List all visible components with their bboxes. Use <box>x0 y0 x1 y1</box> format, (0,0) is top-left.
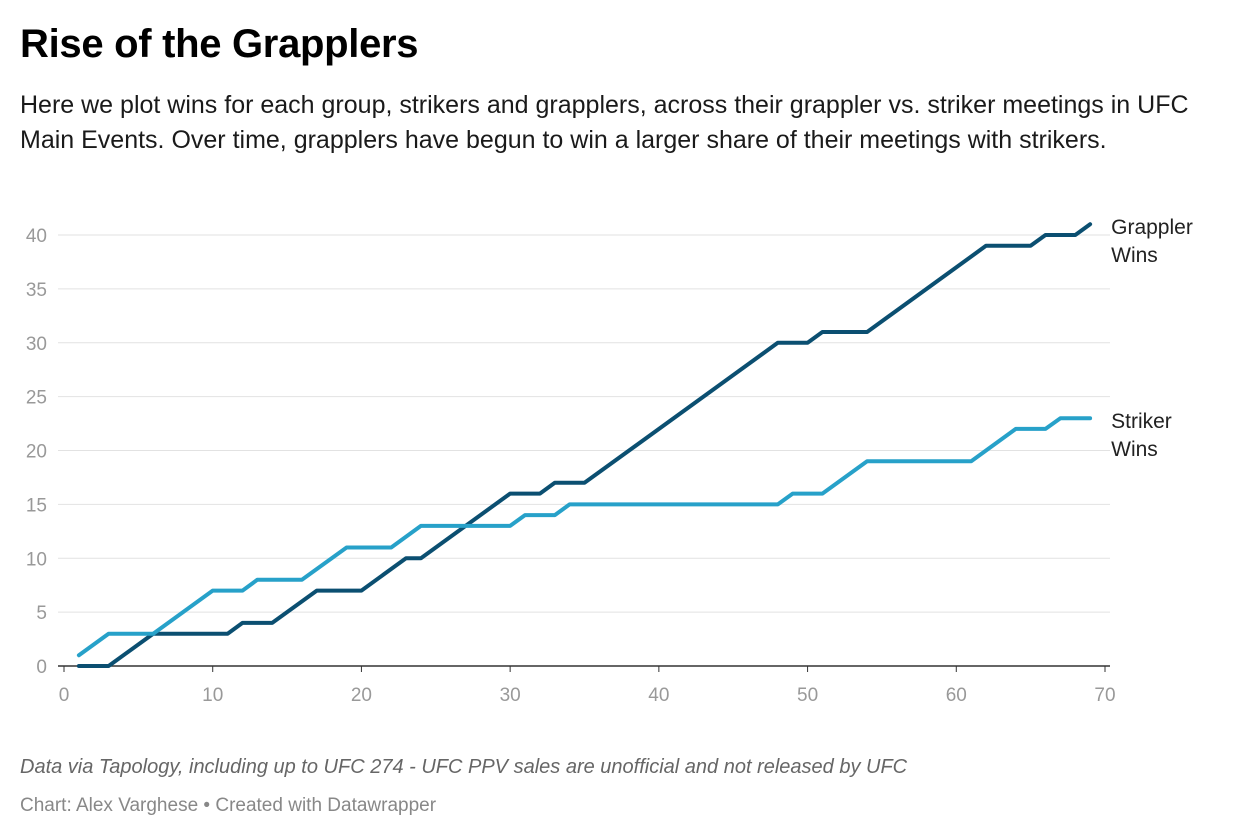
striker-wins-line <box>76 416 1093 658</box>
grappler-wins-line <box>76 222 1093 668</box>
gridlines <box>58 234 1110 613</box>
y-tick-label-40: 40 <box>26 226 47 247</box>
line-chart: 0 10 20 30 40 50 60 70 0 5 10 15 20 25 30 35 40 Grapple… <box>26 216 1193 706</box>
y-tick-label-10: 10 <box>26 549 47 570</box>
y-tick-label-30: 30 <box>26 334 47 355</box>
x-tick-label-40: 40 <box>648 685 669 706</box>
series-labels: Grappler Wins Striker Wins <box>1111 216 1193 461</box>
y-tick-label-0: 0 <box>36 657 47 678</box>
x-axis: 0 10 20 30 40 50 60 70 <box>58 665 1116 706</box>
y-tick-label-20: 20 <box>26 442 47 463</box>
x-tick-label-30: 30 <box>500 685 521 706</box>
y-tick-label-35: 35 <box>26 280 47 301</box>
striker-wins-label: Striker Wins <box>1111 410 1172 461</box>
x-tick-label-20: 20 <box>351 685 372 706</box>
y-tick-label-15: 15 <box>26 495 47 516</box>
x-tick-label-50: 50 <box>797 685 818 706</box>
x-tick-label-0: 0 <box>59 685 70 706</box>
chart-title: Rise of the Grapplers <box>20 22 419 66</box>
byline: Chart: Alex Varghese • Created with Data… <box>20 795 437 816</box>
y-tick-label-5: 5 <box>36 603 47 624</box>
series-lines <box>76 222 1093 668</box>
chart-subtitle: Here we plot wins for each group, strike… <box>20 91 1189 154</box>
x-tick-label-10: 10 <box>202 685 223 706</box>
x-tick-label-70: 70 <box>1094 685 1115 706</box>
y-tick-label-25: 25 <box>26 388 47 409</box>
y-axis: 0 5 10 15 20 25 30 35 40 <box>26 226 47 678</box>
source-note: Data via Tapology, including up to UFC 2… <box>20 756 908 778</box>
grappler-wins-label: Grappler Wins <box>1111 216 1193 267</box>
x-tick-label-60: 60 <box>946 685 967 706</box>
